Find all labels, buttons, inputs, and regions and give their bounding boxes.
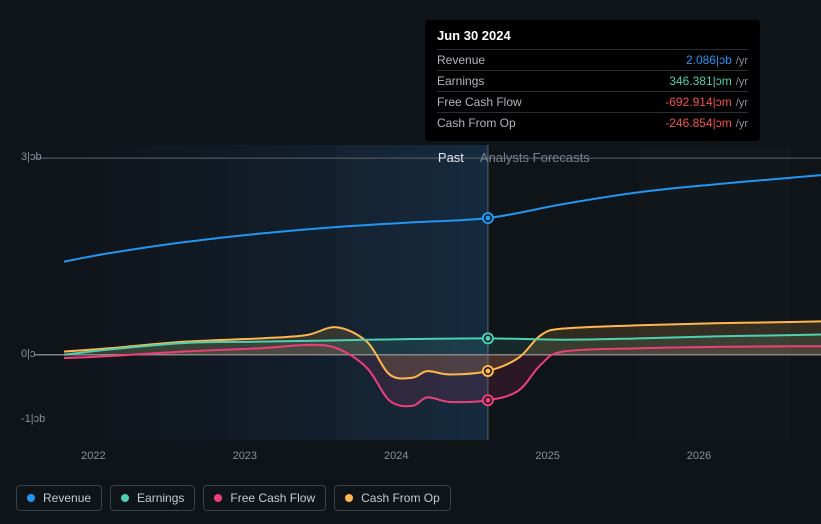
y-tick-label: 0|ɔ (21, 348, 35, 360)
financial-chart: 3|ɔb 0|ɔ -1|ɔb 2022 2023 2024 2025 2026 Past An… (16, 0, 805, 524)
tooltip-metric-value: 2.086|ɔb (686, 53, 732, 67)
x-tick-label: 2026 (687, 450, 711, 462)
legend-item-revenue[interactable]: Revenue (16, 485, 102, 511)
legend-dot-icon (121, 494, 129, 502)
revenue-marker-dot (485, 216, 490, 221)
tooltip-row: Cash From Op -246.854|ɔm/yr (437, 112, 748, 133)
tooltip-row: Revenue 2.086|ɔb/yr (437, 49, 748, 70)
chart-tooltip: Jun 30 2024 Revenue 2.086|ɔb/yr Earnings 34… (425, 20, 760, 141)
tooltip-metric-label: Revenue (437, 53, 485, 67)
tooltip-metric-label: Free Cash Flow (437, 95, 522, 109)
legend-dot-icon (345, 494, 353, 502)
tooltip-metric-unit: /yr (736, 118, 748, 130)
cash_from_op-marker-dot (485, 368, 490, 373)
legend-dot-icon (27, 494, 35, 502)
tooltip-metric-unit: /yr (736, 55, 748, 67)
legend-item-cash_from_op[interactable]: Cash From Op (334, 485, 451, 511)
x-tick-label: 2024 (384, 450, 408, 462)
legend-dot-icon (214, 494, 222, 502)
x-tick-label: 2025 (535, 450, 559, 462)
tooltip-date: Jun 30 2024 (437, 28, 748, 49)
tooltip-metric-value: 346.381|ɔm (669, 74, 732, 88)
x-tick-label: 2022 (81, 450, 105, 462)
x-tick-label: 2023 (233, 450, 257, 462)
free_cash_flow-marker-dot (485, 398, 490, 403)
tooltip-metric-unit: /yr (736, 76, 748, 88)
tooltip-metric-label: Cash From Op (437, 116, 516, 130)
tooltip-row: Earnings 346.381|ɔm/yr (437, 70, 748, 91)
tooltip-metric-label: Earnings (437, 74, 484, 88)
tooltip-metric-unit: /yr (736, 97, 748, 109)
forecast-label: Analysts Forecasts (480, 150, 590, 165)
legend-item-earnings[interactable]: Earnings (110, 485, 195, 511)
legend-label: Free Cash Flow (230, 491, 315, 505)
legend-item-free_cash_flow[interactable]: Free Cash Flow (203, 485, 326, 511)
legend-label: Earnings (137, 491, 184, 505)
y-tick-label: 3|ɔb (21, 151, 42, 163)
legend-label: Cash From Op (361, 491, 440, 505)
tooltip-row: Free Cash Flow -692.914|ɔm/yr (437, 91, 748, 112)
legend-label: Revenue (43, 491, 91, 505)
tooltip-metric-value: -246.854|ɔm (665, 116, 732, 130)
past-label: Past (438, 150, 464, 165)
y-tick-label: -1|ɔb (21, 413, 45, 425)
earnings-marker-dot (485, 336, 490, 341)
tooltip-metric-value: -692.914|ɔm (665, 95, 732, 109)
chart-legend: Revenue Earnings Free Cash Flow Cash From O… (16, 485, 451, 511)
